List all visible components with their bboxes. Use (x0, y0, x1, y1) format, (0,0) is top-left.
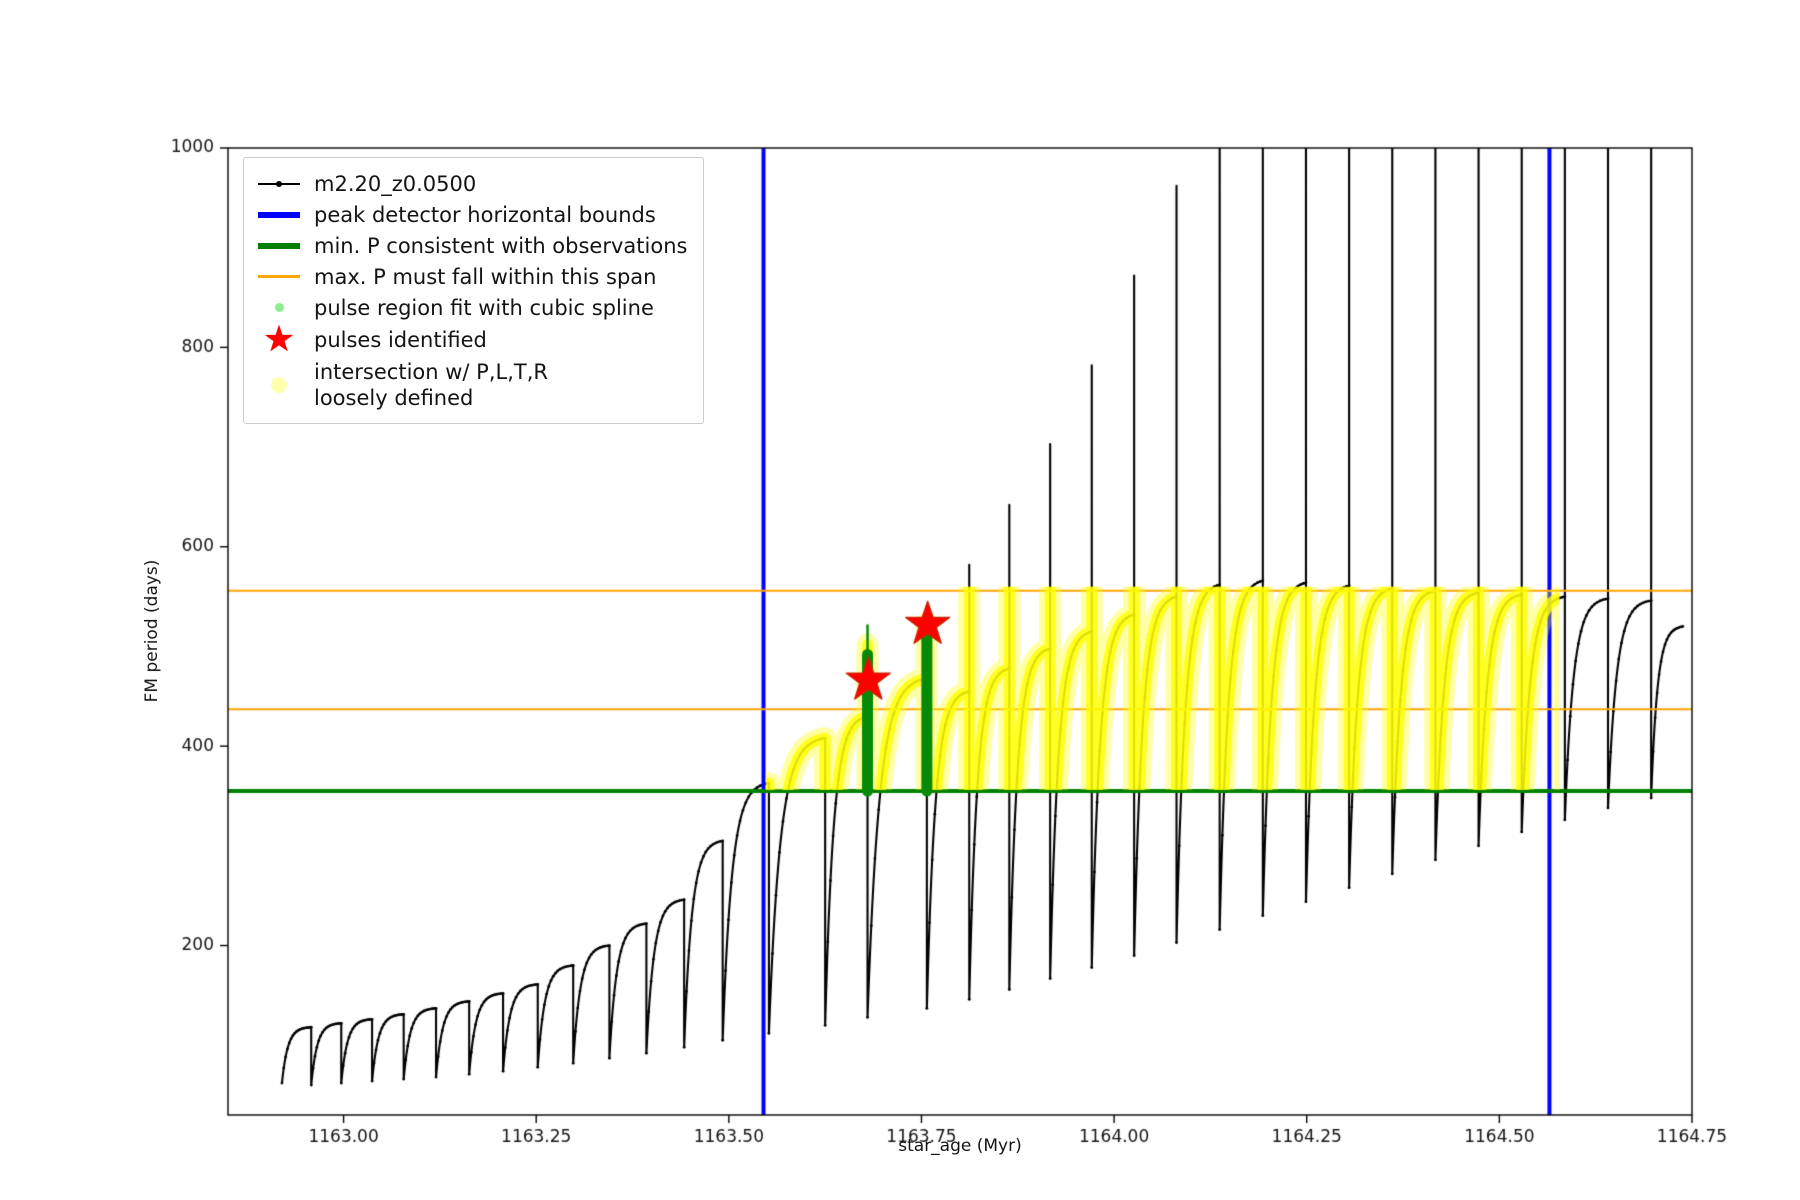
legend-label: pulse region fit with cubic spline (314, 295, 654, 320)
legend-item-max-p: max. P must fall within this span (256, 263, 687, 290)
legend-item-min-p: min. P consistent with observations (256, 232, 687, 259)
legend-label: min. P consistent with observations (314, 233, 688, 258)
legend-label: max. P must fall within this span (314, 264, 657, 289)
legend-item-track: m2.20_z0.0500 (256, 170, 687, 197)
legend-label: intersection w/ P,L,T,R loosely defined (314, 360, 548, 410)
green-line-marker-icon (256, 242, 302, 249)
green-dot-marker-icon (256, 303, 302, 312)
legend: m2.20_z0.0500 peak detector horizontal b… (243, 157, 705, 424)
y-axis-label: FM period (days) (142, 559, 162, 703)
legend-label: m2.20_z0.0500 (314, 171, 477, 196)
legend-item-peak-bounds: peak detector horizontal bounds (256, 201, 687, 228)
yellow-dot-marker-icon (256, 377, 302, 393)
x-axis-label: star_age (Myr) (898, 1136, 1022, 1156)
orange-line-marker-icon (256, 275, 302, 278)
legend-item-spline-fit: pulse region fit with cubic spline (256, 294, 687, 321)
legend-item-intersection: intersection w/ P,L,T,R loosely defined (256, 359, 687, 411)
line-dot-marker-icon (256, 180, 302, 187)
legend-label: pulses identified (314, 328, 487, 352)
legend-item-pulses: ★ pulses identified (256, 319, 687, 360)
legend-label: peak detector horizontal bounds (314, 202, 656, 227)
blue-line-marker-icon (256, 211, 302, 218)
red-star-marker-icon: ★ (262, 319, 296, 360)
